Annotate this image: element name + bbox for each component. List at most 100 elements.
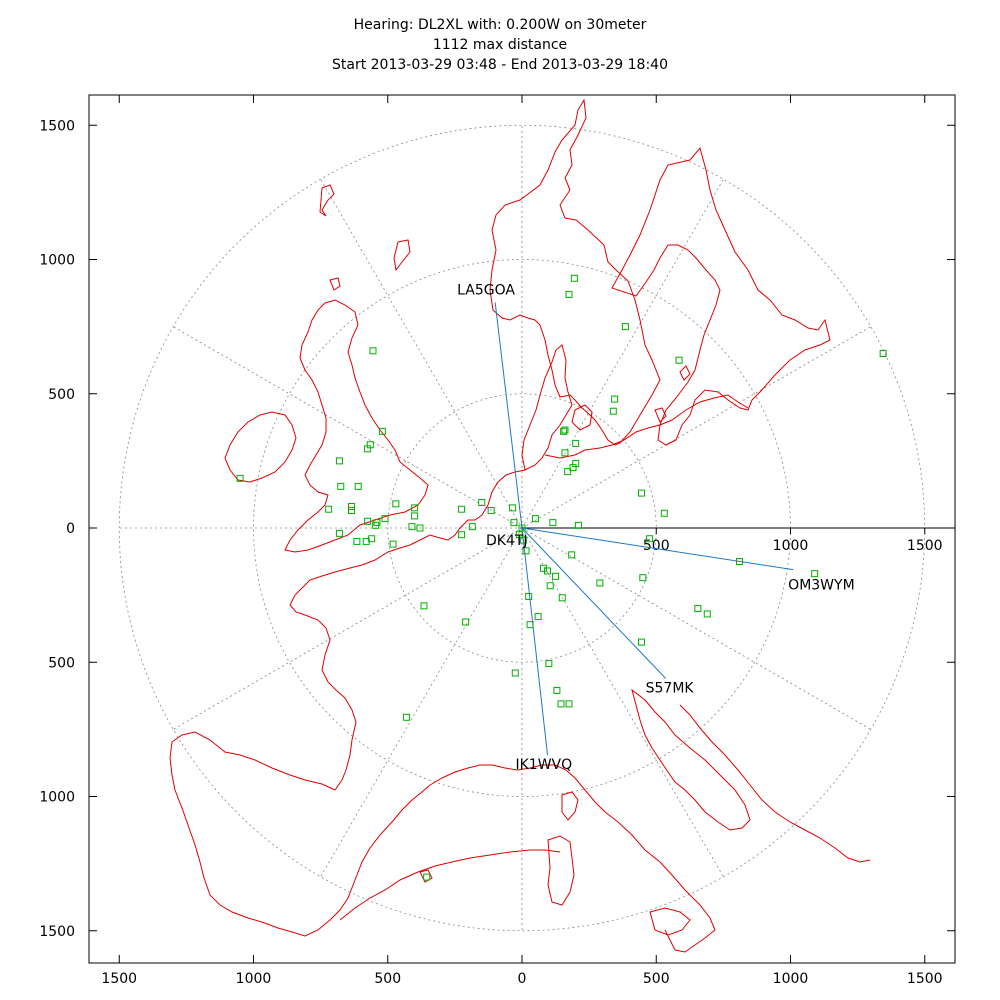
spot-marker [564, 468, 572, 476]
spot-marker [561, 426, 569, 434]
spot-marker [478, 498, 486, 506]
spot-marker [416, 524, 424, 532]
spot-marker [325, 505, 333, 513]
spot-marker [534, 613, 542, 621]
spot-marker [694, 605, 702, 613]
coastline-denmark [521, 344, 593, 471]
link-line-la5goa [494, 302, 523, 529]
spot-marker [531, 515, 539, 523]
spot-marker [364, 445, 372, 453]
coastline-north-isles [319, 184, 411, 291]
spot-marker [549, 519, 557, 527]
link-line-om3wym [521, 527, 794, 571]
radial-line-150 [173, 326, 523, 529]
spot-marker [458, 505, 466, 513]
spot-marker [364, 517, 372, 525]
coastline-ireland [224, 411, 297, 483]
center-station-marker [518, 524, 526, 532]
spot-marker [570, 274, 578, 282]
spot-marker [381, 515, 389, 523]
spot-marker [411, 512, 419, 520]
spot-marker [557, 700, 565, 708]
spot-marker [348, 503, 356, 511]
spot-marker [637, 638, 645, 646]
x-tick-label: 1000 [773, 971, 809, 987]
station-label-om3wym: OM3WYM [788, 578, 854, 594]
spot-marker [522, 547, 530, 555]
coastline-north-africa [339, 849, 561, 921]
station-links [494, 302, 794, 755]
inner-axis-tick-label: 1000 [773, 538, 809, 554]
coastline-scandinavia [489, 98, 661, 446]
coastline-iberia [169, 731, 431, 937]
coastline-finland [611, 146, 831, 446]
spot-marker [348, 507, 356, 515]
x-tick-label: 500 [643, 971, 670, 987]
y-tick-label: 0 [66, 521, 75, 537]
spot-marker [411, 504, 419, 512]
x-tick-label: 500 [374, 971, 401, 987]
spot-marker [703, 610, 711, 618]
spot-marker [637, 489, 645, 497]
spot-marker [468, 523, 476, 531]
y-tick-label: 500 [48, 655, 75, 671]
inner-axis-tick-label: 1500 [907, 538, 943, 554]
coastline-mediterranean-north [429, 764, 716, 953]
spot-marker [545, 660, 553, 668]
x-tick-label: 0 [518, 971, 527, 987]
spot-marker [236, 474, 244, 482]
radial-line-60 [521, 179, 724, 529]
spot-marker [560, 427, 568, 435]
spot-marker [369, 347, 377, 355]
title-line-1: Hearing: DL2XL with: 0.200W on 30meter [353, 17, 647, 33]
spot-marker [611, 395, 619, 403]
spot-marker [525, 592, 533, 600]
spot-marker [389, 540, 397, 548]
spot-marker [552, 572, 560, 580]
spot-marker [621, 323, 629, 331]
coastline-great-britain [284, 299, 429, 553]
radial-line-240 [320, 527, 523, 877]
center-station-label: DK4TJ [486, 533, 528, 549]
spot-marker [372, 521, 380, 529]
spot-marker [368, 535, 376, 543]
axes: 1500 1000 500 0 500 1000 1500 1500 1000 500 0 500 10… [39, 95, 955, 987]
spot-marker [335, 457, 343, 465]
spot-marker [546, 582, 554, 590]
spot-marker [354, 482, 362, 490]
spot-marker [515, 531, 523, 539]
spot-marker [596, 579, 604, 587]
spot-marker [392, 500, 400, 508]
spot-marker [487, 507, 495, 515]
coastline-adriatic [631, 688, 871, 863]
spot-marker [572, 439, 580, 447]
spot-marker [458, 531, 466, 539]
coastline-map [169, 98, 871, 953]
y-tick-label: 1500 [39, 924, 75, 940]
station-labels: DK4TJ LA5GOA OM3WYM S57MK IK1WVQ [457, 282, 855, 772]
spot-marker [403, 713, 411, 721]
radial-line-30 [521, 326, 871, 529]
spot-marker [526, 621, 534, 629]
station-label-s57mk: S57MK [646, 680, 695, 696]
coastline-baltic-islands [654, 365, 691, 423]
spot-marker [574, 521, 582, 529]
spot-marker [675, 356, 683, 364]
spot-marker [565, 290, 573, 298]
spot-marker [509, 504, 517, 512]
spot-marker [660, 509, 668, 517]
spot-marker [553, 686, 561, 694]
spot-marker [378, 427, 386, 435]
spot-marker [879, 349, 887, 357]
spot-marker [408, 523, 416, 531]
link-line-ik1wvq [521, 527, 549, 755]
spot-marker [337, 482, 345, 490]
spot-marker [519, 536, 527, 544]
coastline-islands [419, 791, 691, 936]
radial-line-300 [521, 527, 724, 877]
spot-marker [462, 618, 470, 626]
y-tick-label: 500 [48, 387, 75, 403]
spot-markers [236, 274, 887, 881]
